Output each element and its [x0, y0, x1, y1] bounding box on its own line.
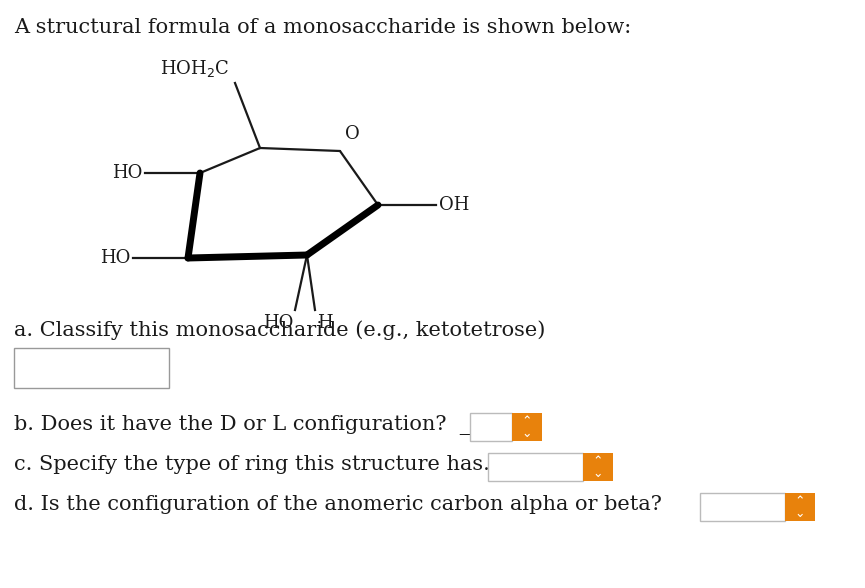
- Text: b. Does it have the D or L configuration?  __: b. Does it have the D or L configuration…: [14, 415, 481, 435]
- Text: A structural formula of a monosaccharide is shown below:: A structural formula of a monosaccharide…: [14, 18, 631, 37]
- Bar: [470, 413, 512, 441]
- Text: ⌃: ⌃: [795, 495, 805, 508]
- Text: HO: HO: [99, 249, 130, 267]
- Text: HO: HO: [112, 164, 142, 182]
- Bar: [700, 493, 785, 521]
- Text: ⌄: ⌄: [795, 507, 805, 520]
- Bar: [512, 413, 542, 441]
- Text: ⌃: ⌃: [522, 415, 532, 428]
- Text: HOH$_2$C: HOH$_2$C: [161, 58, 230, 79]
- Text: ⌄: ⌄: [593, 467, 603, 480]
- Bar: [488, 453, 583, 481]
- Text: O: O: [345, 125, 360, 143]
- Text: HO: HO: [263, 314, 293, 332]
- Text: ⌄: ⌄: [522, 427, 532, 440]
- Text: c. Specify the type of ring this structure has.: c. Specify the type of ring this structu…: [14, 455, 490, 474]
- Bar: [583, 453, 613, 481]
- Text: OH: OH: [439, 196, 470, 214]
- Text: a. Classify this monosaccharide (e.g., ketotetrose): a. Classify this monosaccharide (e.g., k…: [14, 320, 545, 340]
- Text: d. Is the configuration of the anomeric carbon alpha or beta?: d. Is the configuration of the anomeric …: [14, 495, 662, 514]
- Bar: [785, 493, 815, 521]
- Text: H: H: [317, 314, 333, 332]
- Text: ⌃: ⌃: [593, 455, 603, 468]
- Bar: [14, 348, 169, 388]
